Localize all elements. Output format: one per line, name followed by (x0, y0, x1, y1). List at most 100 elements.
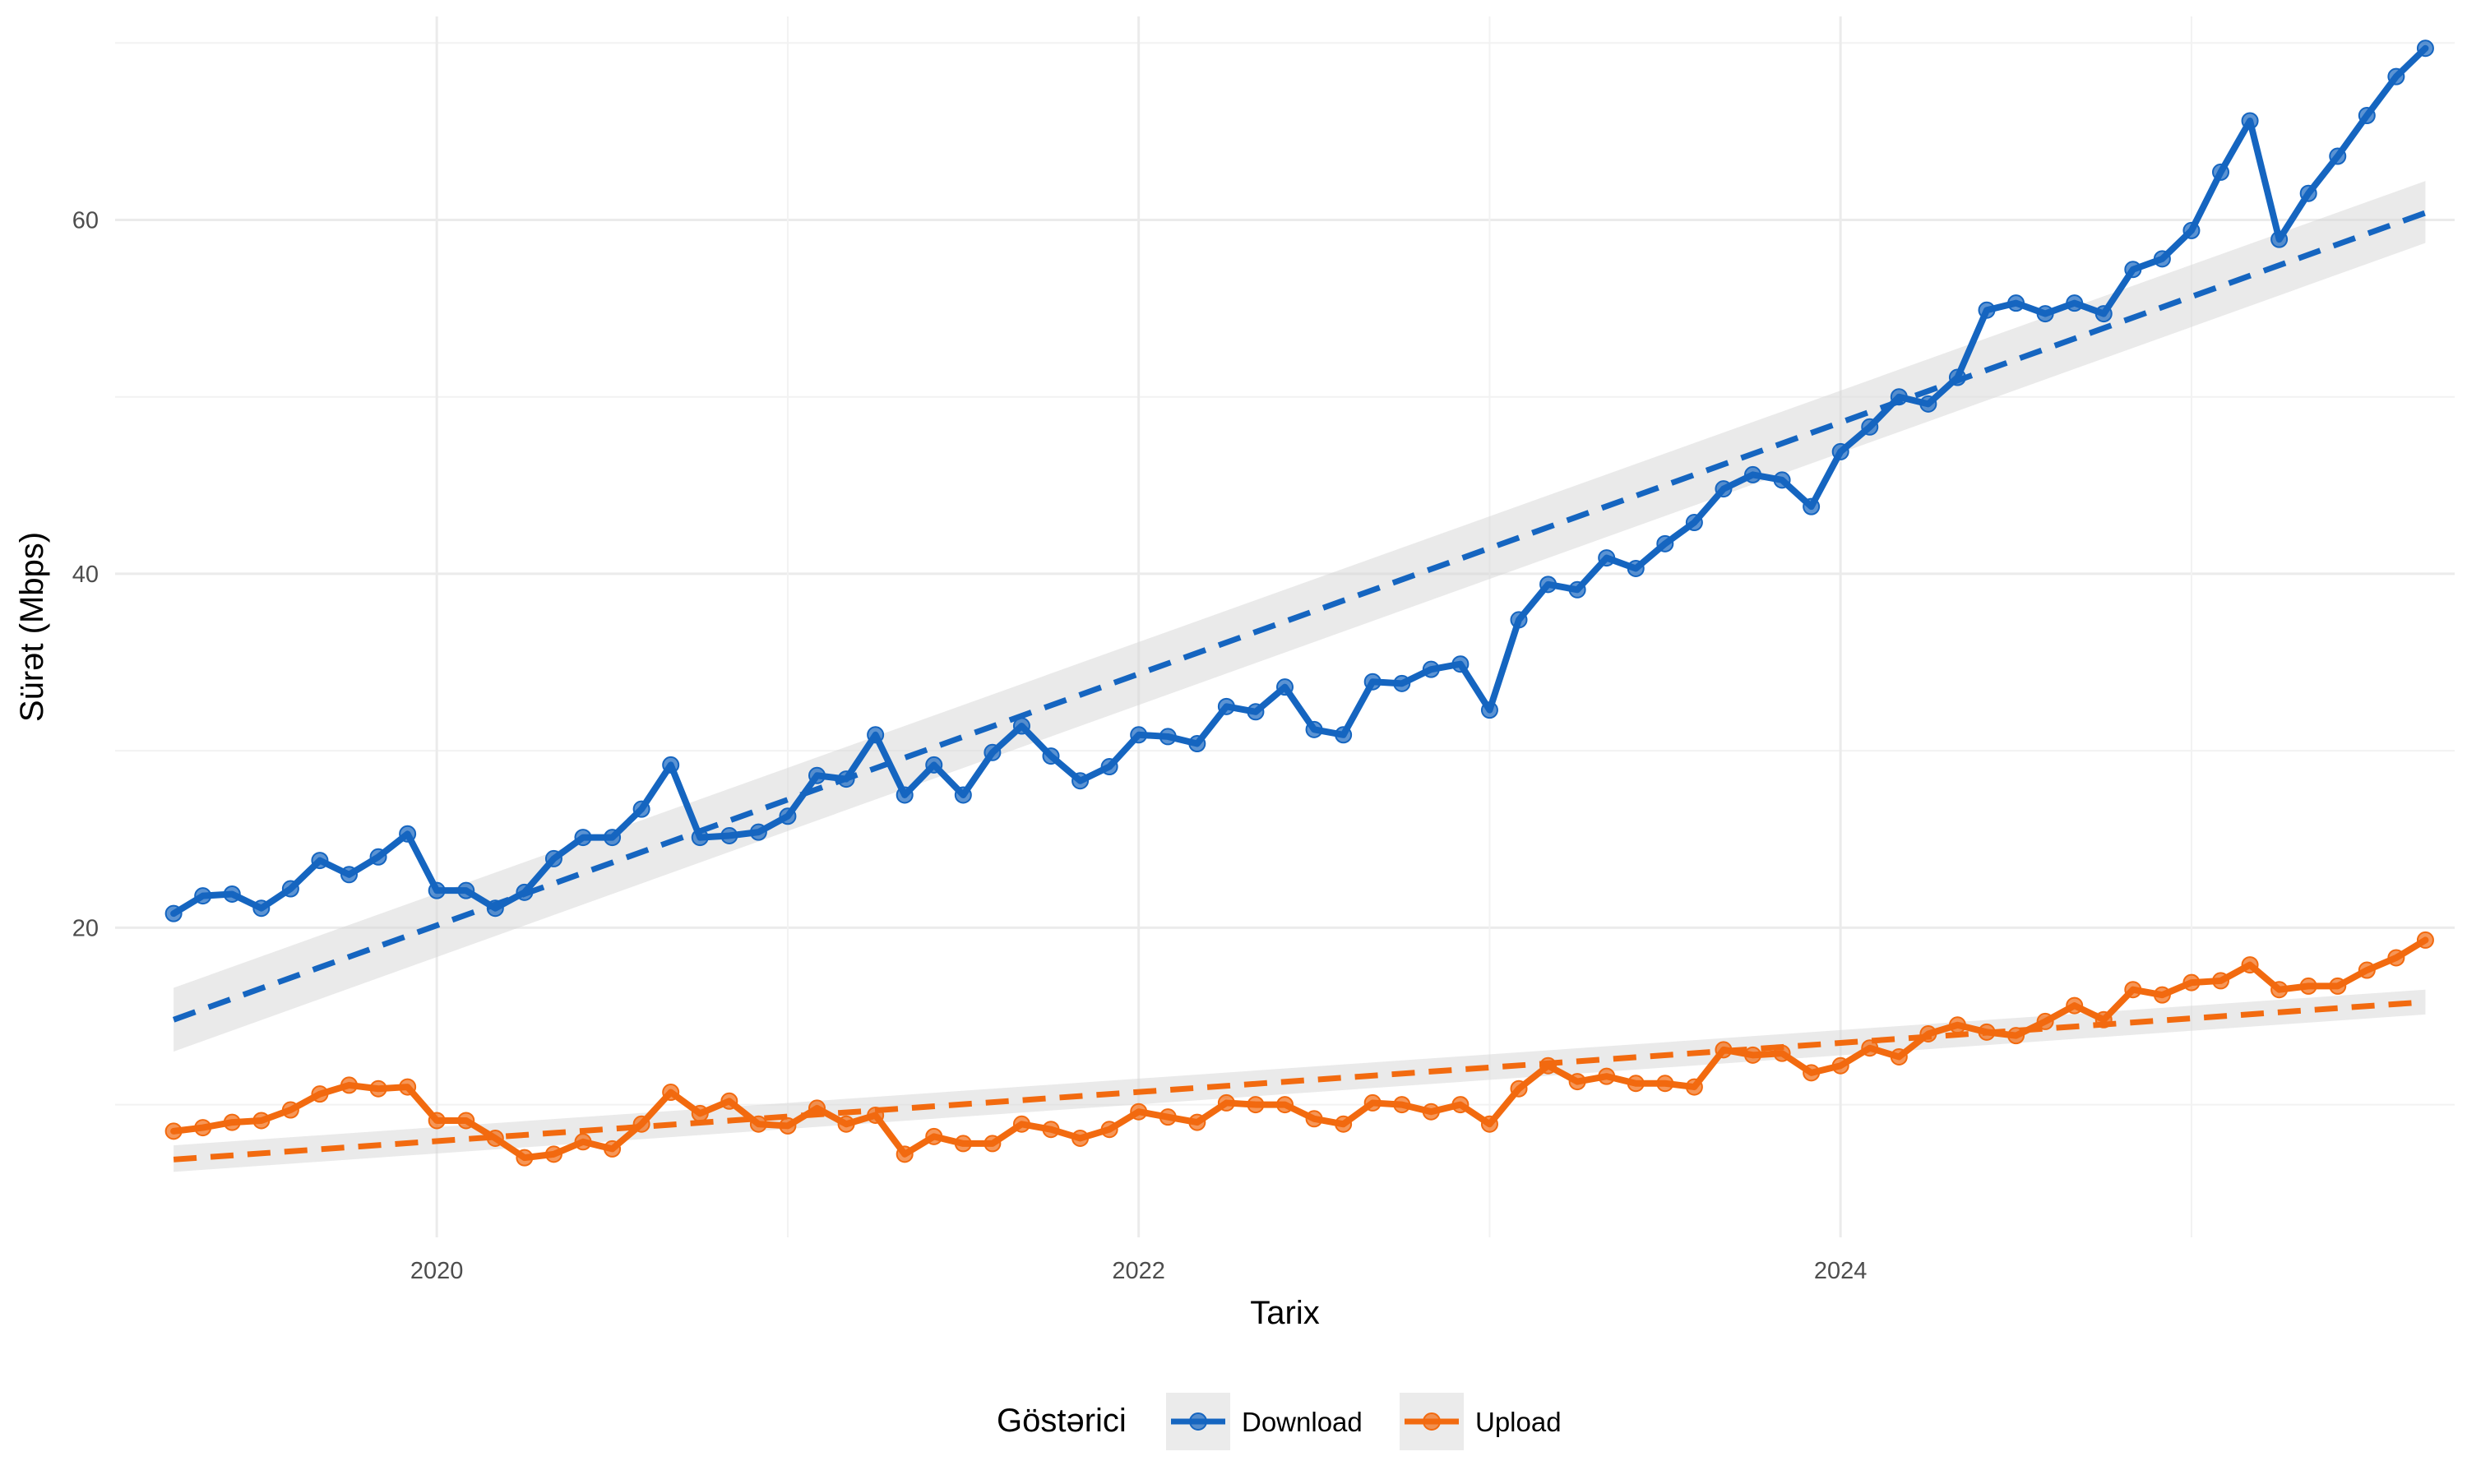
download-point (399, 825, 417, 843)
download-point (2358, 107, 2376, 125)
upload-point (1919, 1025, 1937, 1042)
upload-point (1978, 1023, 1996, 1041)
download-point (1100, 758, 1118, 776)
upload-point (2241, 956, 2259, 974)
download-point (2153, 250, 2171, 268)
upload-point (604, 1140, 622, 1158)
upload-point (925, 1127, 943, 1145)
download-point (486, 899, 504, 918)
download-point (1247, 703, 1265, 721)
download-point (867, 726, 885, 744)
download-point (164, 904, 183, 922)
upload-legend-point (1423, 1412, 1441, 1431)
download-line (170, 44, 2429, 918)
upload-point (1393, 1096, 1411, 1114)
upload-point (2416, 931, 2434, 949)
download-point (1422, 660, 1440, 678)
upload-point (252, 1112, 271, 1130)
upload-point (281, 1101, 299, 1119)
upload-point (1744, 1046, 1761, 1064)
download-point (1715, 480, 1733, 498)
download-point (544, 849, 562, 867)
upload-point (1656, 1075, 1674, 1093)
download-point (896, 786, 914, 804)
download-point (1539, 576, 1557, 594)
download-point (604, 829, 622, 847)
download-point (2066, 294, 2084, 312)
upload-point (896, 1145, 914, 1163)
download-trend-line (172, 210, 2427, 1023)
download-point (2270, 230, 2289, 248)
download-point (1335, 726, 1353, 744)
download-point (1042, 747, 1060, 765)
upload-point (428, 1112, 446, 1130)
download-point (808, 766, 826, 784)
upload-point (1627, 1075, 1645, 1093)
upload-point (1948, 1016, 1966, 1034)
upload-point (1451, 1096, 1470, 1114)
upload-point (544, 1145, 562, 1163)
upload-point (1305, 1110, 1323, 1128)
upload-point (516, 1149, 534, 1167)
download-point (1890, 388, 1908, 406)
upload-point (457, 1112, 475, 1130)
legend-title: Göstərici (997, 1403, 1127, 1439)
download-point (1276, 678, 1294, 696)
download-point (984, 743, 1002, 761)
download-point (2299, 184, 2317, 202)
upload-point (1685, 1078, 1703, 1096)
upload-point (779, 1116, 797, 1135)
download-point (2124, 261, 2142, 279)
upload-point (2358, 961, 2376, 979)
upload-point (1861, 1039, 1879, 1057)
download-point (837, 770, 855, 788)
upload-point (1890, 1047, 1908, 1066)
download-point (1451, 655, 1470, 673)
upload-point (369, 1079, 387, 1098)
upload-point (720, 1092, 738, 1110)
upload-point (194, 1119, 212, 1137)
upload-point (749, 1115, 767, 1133)
upload-point (1188, 1113, 1206, 1131)
download-point (428, 881, 446, 899)
upload-point (1247, 1096, 1265, 1114)
download-point (779, 807, 797, 825)
download-point (1012, 717, 1030, 735)
upload-point (1831, 1056, 1849, 1075)
upload-point (1012, 1115, 1030, 1133)
download-point (749, 823, 767, 841)
upload-point (1803, 1064, 1821, 1082)
upload-point (1773, 1044, 1791, 1062)
download-point (1305, 720, 1323, 738)
upload-point (340, 1076, 358, 1094)
upload-point (1363, 1093, 1382, 1112)
download-point (2416, 39, 2434, 58)
download-point (1568, 580, 1586, 599)
series (164, 39, 2434, 1167)
download-point (457, 881, 475, 899)
download-point (1803, 497, 1821, 515)
legend-items: Download Upload (1166, 1393, 1562, 1450)
upload-point (2270, 981, 2289, 999)
upload-point (2212, 972, 2229, 990)
upload-point (2094, 1010, 2113, 1029)
upload-point (662, 1084, 680, 1102)
upload-point (2387, 949, 2405, 967)
download-point (1919, 395, 1937, 413)
upload-point (1422, 1103, 1440, 1121)
download-point (720, 826, 738, 844)
upload-point (691, 1104, 709, 1122)
y-axis-title: Sürət (Mbps) (14, 532, 50, 722)
upload-point (2066, 996, 2084, 1015)
download-point (1861, 418, 1879, 436)
download-point (662, 756, 680, 774)
download-point (954, 786, 972, 804)
download-point (2036, 305, 2054, 323)
upload-point (2124, 981, 2142, 999)
confidence-bands (174, 181, 2426, 1172)
upload-point (1715, 1041, 1733, 1059)
upload-point (311, 1085, 329, 1103)
upload-point (1568, 1073, 1586, 1091)
download-point (632, 800, 650, 818)
upload-point (632, 1115, 650, 1133)
